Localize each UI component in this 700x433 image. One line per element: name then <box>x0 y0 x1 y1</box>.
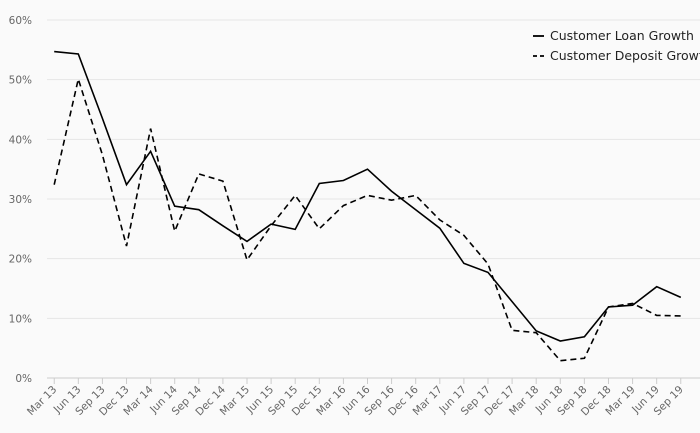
legend-label: Customer Loan Growth <box>550 28 694 43</box>
y-tick-label: 20% <box>9 254 32 266</box>
y-tick-label: 0% <box>15 373 32 385</box>
y-tick-label: 40% <box>9 134 32 146</box>
y-axis-ticks: 0% 10% 20% 30% 40% 50% 60% <box>9 15 32 385</box>
gridlines <box>47 19 700 319</box>
legend: Customer Loan Growth Customer Deposit Gro… <box>533 28 700 63</box>
series-line-customer-loan-growth <box>54 50 682 342</box>
legend-label: Customer Deposit Growth <box>550 48 700 63</box>
y-tick-label: 60% <box>9 15 32 27</box>
y-tick-label: 30% <box>9 194 32 206</box>
y-tick-label: 10% <box>9 313 32 325</box>
x-tick-label: Mar 13 <box>25 384 59 418</box>
series-lines <box>53 50 682 362</box>
y-tick-label: 50% <box>9 75 32 87</box>
